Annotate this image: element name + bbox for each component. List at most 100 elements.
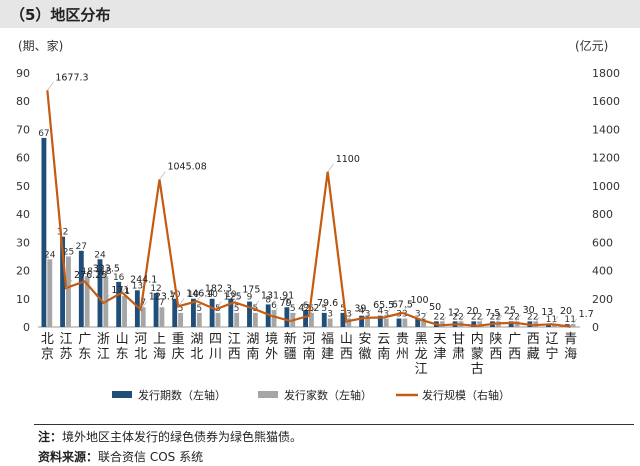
right-tick-label: 400 [592,265,613,278]
bar-issuer-label: 2 [514,312,520,322]
bar-issuance-count [508,321,514,327]
section-header: （5）地区分布 [0,0,640,28]
category-label: 福 [321,332,334,347]
footer-divider [34,424,634,425]
bar-issuance-label: 16 [113,273,125,283]
scale-label-leader [308,307,316,316]
bar-issuance-count [396,318,402,327]
category-label: 四 [209,332,222,347]
scale-label: 79 [280,298,292,309]
bar-issuance-label: 2 [490,312,496,322]
bar-issuer-count [196,312,202,327]
category-label: 苏 [60,346,73,362]
chart-svg: (期、家) (亿元) 0 10 20 30 40 50 60 70 80 90 0 200 400 600 80… [16,38,620,402]
scale-label-leader [84,273,91,282]
bar-issuance-label: 12 [150,284,161,294]
scale-label: 100 [410,295,428,306]
bar-issuance-label: 67 [38,129,49,139]
category-label: 建 [321,347,334,362]
category-label: 浙 [97,332,110,347]
category-label: 河 [302,332,315,347]
bar-issuer-count [402,318,408,327]
scale-label-leader [551,315,559,325]
bar-issuer-count [477,321,483,327]
note-label: 注： [38,430,63,444]
right-tick-label: 1200 [592,152,620,165]
bar-issuance-count [228,298,234,327]
source-label: 资料来源： [38,450,99,464]
scale-label: 25 [504,305,516,316]
bar-issuer-count [309,312,314,327]
bar-issuer-label: 18 [81,267,93,277]
scale-label-leader [196,293,204,302]
category-label: 广 [508,332,521,347]
category-label: 重 [172,331,185,347]
scale-label-leader [252,300,260,309]
category-label: 北 [190,347,203,362]
category-label: 北 [41,332,54,347]
bar-issuance-label: 8 [265,295,271,305]
right-axis-unit: (亿元) [575,38,608,53]
category-label: 东 [116,347,129,362]
scale-label-leader [533,316,540,326]
category-label: 西 [489,347,502,362]
category-label: 新 [284,331,297,347]
category-label: 川 [209,347,222,362]
bar-issuance-label: 10 [169,290,181,300]
scale-label: 13 [541,307,553,318]
bar-issuance-label: 13 [132,281,143,291]
bar-issuance-label: 10 [225,290,237,300]
left-tick-label: 30 [16,236,30,249]
category-label: 东 [78,347,91,362]
scale-label-leader [346,313,353,322]
right-tick-label: 1800 [592,67,620,80]
left-tick-label: 60 [16,152,30,165]
scale-label-leader [476,317,484,327]
right-tick-label: 1000 [592,180,620,193]
left-tick-label: 90 [16,67,30,80]
scale-label: 146.4 [186,288,213,299]
bar-issuer-label: 24 [44,250,56,260]
scale-label: 1045.08 [167,162,206,173]
bar-issuer-count [47,259,53,327]
bar-issuer-label: 5 [290,304,296,314]
bar-issuance-count [209,298,215,327]
scale-label-leader [271,307,278,317]
section-title: （5）地区分布 [10,6,111,24]
bar-issuer-label: 5 [309,304,315,314]
right-tick-label: 200 [592,293,613,306]
category-label: 蒙 [471,347,484,362]
category-label: 西 [508,347,521,362]
category-label: 南 [246,346,259,362]
category-label: 甘 [452,332,465,347]
left-tick-label: 20 [16,265,30,278]
bar-issuance-label: 2 [508,312,514,322]
bar-issuer-label: 11 [119,287,130,297]
category-label: 山 [340,332,353,347]
category-label: 海 [564,347,577,362]
bar-issuance-label: 10 [206,290,218,300]
bar-issuer-count [252,312,258,327]
bar-issuance-count [153,293,159,327]
category-label: 黑 [415,332,428,347]
scale-label: 171 [111,285,129,296]
note-text: 境外地区主体发行的绿色债券为绿色熊猫债。 [62,430,303,444]
bar-issuer-label: 25 [63,247,74,257]
right-tick-label: 800 [592,208,613,221]
bar-issuer-label: 7 [159,298,165,308]
scale-label: 65.5 [373,300,394,311]
bar-issuer-count [84,276,90,327]
scale-label: 12 [448,307,460,318]
category-label: 京 [41,347,54,362]
bar-issuer-count [383,318,389,327]
bar-issuance-label: 5 [321,304,327,314]
legend-label: 发行家数（左轴） [284,388,372,402]
left-tick-label: 10 [16,293,30,306]
source-text: 联合资信 COS 系统 [98,450,204,464]
bar-issuance-count [116,281,122,327]
legend-label: 发行期数（左轴） [138,388,226,402]
category-label: 境 [265,332,278,347]
category-label: 北 [134,347,147,362]
bar-issuer-label: 2 [439,312,445,322]
scale-label-leader [364,309,372,318]
